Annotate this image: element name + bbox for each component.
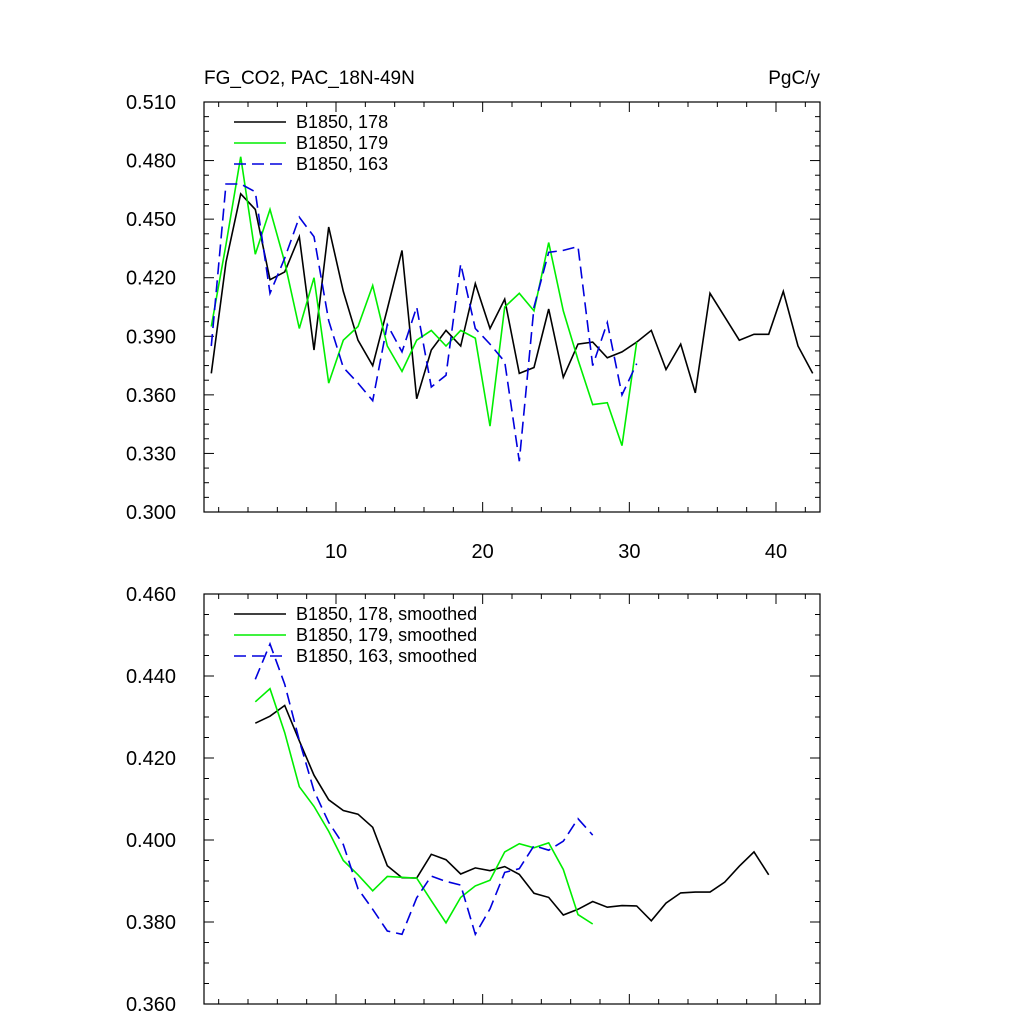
y-tick-label: 0.360	[126, 994, 176, 1016]
series-line-2	[210, 156, 638, 446]
y-tick-label: 0.440	[126, 666, 176, 688]
series-line-1	[210, 192, 814, 400]
x-tick-label: 10	[325, 541, 347, 563]
series-line-2	[254, 687, 594, 925]
y-tick-label: 0.420	[126, 268, 176, 290]
series-line-3	[210, 183, 638, 462]
x-tick-label: 30	[618, 541, 640, 563]
x-tick-label: 20	[472, 541, 494, 563]
y-tick-label: 0.300	[126, 502, 176, 524]
legend-label-2: B1850, 179	[296, 133, 388, 153]
y-tick-label: 0.330	[126, 443, 176, 465]
y-tick-label: 0.390	[126, 326, 176, 348]
top-plot: 0.300 0.330 0.360 0.390 0.420 0.450 0.480 0.510…	[126, 92, 821, 563]
legend-label-2: B1850, 179, smoothed	[296, 625, 477, 645]
y-tick-label: 0.400	[126, 830, 176, 852]
series-line-3	[254, 641, 594, 937]
chart-title: FG_CO2, PAC_18N-49N	[204, 68, 415, 89]
y-tick-label: 0.360	[126, 385, 176, 407]
y-tick-label: 0.480	[126, 151, 176, 173]
legend-label-3: B1850, 163, smoothed	[296, 646, 477, 666]
legend-label-1: B1850, 178, smoothed	[296, 604, 477, 624]
y-tick-label: 0.460	[126, 584, 176, 606]
bottom-plot: 0.360 0.380 0.400 0.420 0.440 0.460 B1850, 178…	[126, 584, 821, 1016]
y-tick-label: 0.450	[126, 209, 176, 231]
legend-label-1: B1850, 178	[296, 112, 388, 132]
y-tick-label: 0.510	[126, 92, 176, 114]
series-line-1	[254, 704, 770, 922]
x-tick-label: 40	[765, 541, 787, 563]
y-tick-label: 0.420	[126, 748, 176, 770]
legend-label-3: B1850, 163	[296, 154, 388, 174]
units-label: PgC/y	[768, 68, 820, 89]
y-tick-label: 0.380	[126, 912, 176, 934]
